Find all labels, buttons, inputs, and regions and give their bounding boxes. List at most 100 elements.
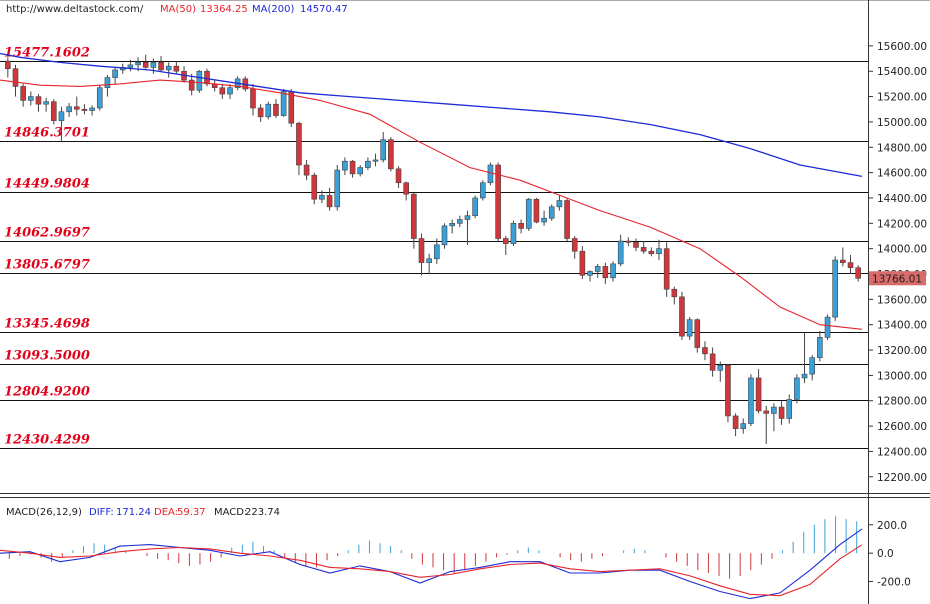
price-axis-ticks: 15600.00 15400.00 15200.00 15000.00 14800.00… [868,41,927,484]
bearish-candle [173,61,180,74]
candle-body [35,96,42,105]
ma200-value: 14570.47 [300,4,348,15]
current-price-tag: 13766.01 [869,271,926,286]
candle-body [472,197,478,217]
bearish-candle [564,197,570,242]
bullish-candle [457,215,463,228]
candle-body [188,79,195,91]
candle-body [679,296,685,337]
bearish-candle [349,159,356,178]
bearish-candle [273,99,279,119]
bearish-candle [411,192,417,249]
level-label: 12804.9200 [4,385,90,400]
candle-body [571,238,578,252]
bearish-candle [211,80,218,92]
macd-dea-label: DEA: [154,507,178,518]
bearish-candle [763,405,770,444]
level-label: 14449.9804 [4,177,90,192]
candle-body [771,406,777,414]
candle-body [66,106,72,113]
level-label: 15477.1602 [4,46,90,61]
bearish-candle [35,94,42,112]
site-url[interactable]: http://www.deltastock.com/ [6,4,144,15]
macd-tick-label: 200.0 [877,520,907,532]
price-tick-label: 14000.00 [877,244,927,256]
bullish-candle [817,331,823,362]
candle-body [794,377,800,400]
bullish-candle [104,75,111,97]
bearish-candle [388,137,394,172]
candle-body [380,139,387,161]
candle-body [5,60,11,69]
bullish-candle [801,332,808,384]
candle-body [411,193,417,239]
price-tick-label: 12600.00 [877,421,927,433]
bearish-candle [5,57,11,78]
bearish-candle [50,99,57,125]
bearish-candle [219,83,226,100]
bullish-candle [809,355,816,381]
candle-body [418,238,425,263]
bearish-candle [81,104,88,115]
ma200-line [0,52,863,178]
macd-diff-label: DIFF: [89,507,114,518]
bearish-candle [640,241,647,254]
bearish-candle [518,219,524,234]
bearish-candle [679,291,685,340]
candle-body [311,174,318,200]
bearish-candle [296,121,302,176]
candle-body [342,160,348,171]
price-tick-label: 15600.00 [877,41,927,53]
bullish-candle [43,97,49,112]
candle-body [426,258,432,263]
bearish-candle [326,187,333,211]
ma200-label: MA(200) [252,4,294,15]
macd-dea-line [0,544,863,597]
macd-dea-value: 59.37 [177,507,206,518]
candle-body [288,91,295,124]
bearish-candle [732,413,739,437]
bullish-candle [525,197,532,231]
candle-body [495,164,501,239]
bullish-candle [464,210,471,245]
candle-body [755,377,762,412]
bearish-candle [311,172,318,205]
bullish-candle [380,132,387,163]
candle-body [579,250,586,276]
candle-body [594,266,601,272]
bullish-candle [824,314,831,340]
bullish-candle [472,195,478,219]
bearish-candle [395,166,402,188]
bullish-candle [656,239,662,261]
bearish-candle [579,246,586,280]
bullish-candle [112,67,118,84]
candle-body [663,248,670,290]
candle-body [81,108,88,111]
price-tick-label: 14200.00 [877,218,927,230]
macd-tick-label: 0.0 [877,548,894,560]
price-tick-label: 13200.00 [877,345,927,357]
candle-body [303,164,310,176]
bullish-candle [357,165,364,177]
candle-body [464,215,471,220]
bearish-candle [694,318,701,353]
bearish-candle [142,54,149,69]
level-label: 14846.3701 [4,126,90,141]
bearish-candle [158,56,164,72]
candle-body [640,247,647,252]
candle-body [73,106,80,110]
candle-body [388,139,394,170]
candle-body [610,263,616,279]
candle-body [158,62,164,71]
bullish-candle [771,403,777,432]
bearish-candle [303,159,310,181]
candle-body [58,111,65,121]
bullish-candle [441,223,448,249]
candle-body [142,62,149,68]
candle-body [740,423,747,429]
candle-body [548,206,555,219]
candle-body [372,159,379,162]
candle-body [617,240,624,265]
bullish-candle [479,180,486,201]
